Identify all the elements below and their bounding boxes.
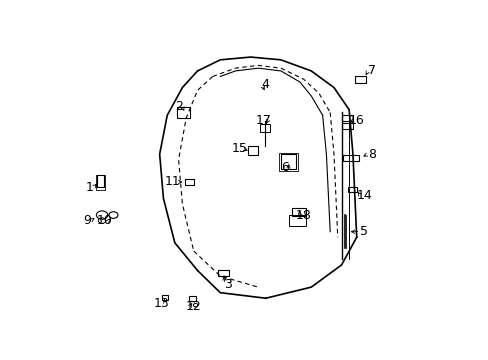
Bar <box>341 115 352 121</box>
Bar <box>354 76 366 84</box>
Bar <box>343 156 358 161</box>
Bar <box>218 270 228 276</box>
Bar <box>341 123 352 129</box>
Text: 10: 10 <box>97 214 112 227</box>
Text: 3: 3 <box>224 278 231 291</box>
Text: 5: 5 <box>360 225 367 238</box>
Text: 11: 11 <box>165 175 181 188</box>
Text: 2: 2 <box>174 100 182 113</box>
Bar <box>247 146 258 156</box>
Text: 8: 8 <box>367 148 375 161</box>
Bar <box>161 294 168 300</box>
Text: 15: 15 <box>231 142 246 155</box>
Bar <box>292 208 305 216</box>
Bar <box>185 179 193 185</box>
Bar <box>260 123 269 132</box>
Bar <box>97 175 104 187</box>
Text: 12: 12 <box>185 300 201 313</box>
Text: 16: 16 <box>348 114 364 127</box>
Bar <box>347 186 356 192</box>
Bar <box>280 154 295 169</box>
Text: 6: 6 <box>280 161 288 175</box>
Text: 9: 9 <box>83 214 91 227</box>
Text: 4: 4 <box>261 78 269 91</box>
Text: 1: 1 <box>85 181 93 194</box>
Text: 17: 17 <box>255 114 271 127</box>
Text: 13: 13 <box>153 297 169 310</box>
Text: 18: 18 <box>295 208 311 221</box>
Bar <box>96 175 104 190</box>
Bar <box>176 107 189 118</box>
Text: 14: 14 <box>356 189 371 202</box>
Bar <box>288 215 305 226</box>
Bar <box>189 296 196 301</box>
Text: 7: 7 <box>367 64 375 77</box>
Bar <box>279 153 297 171</box>
